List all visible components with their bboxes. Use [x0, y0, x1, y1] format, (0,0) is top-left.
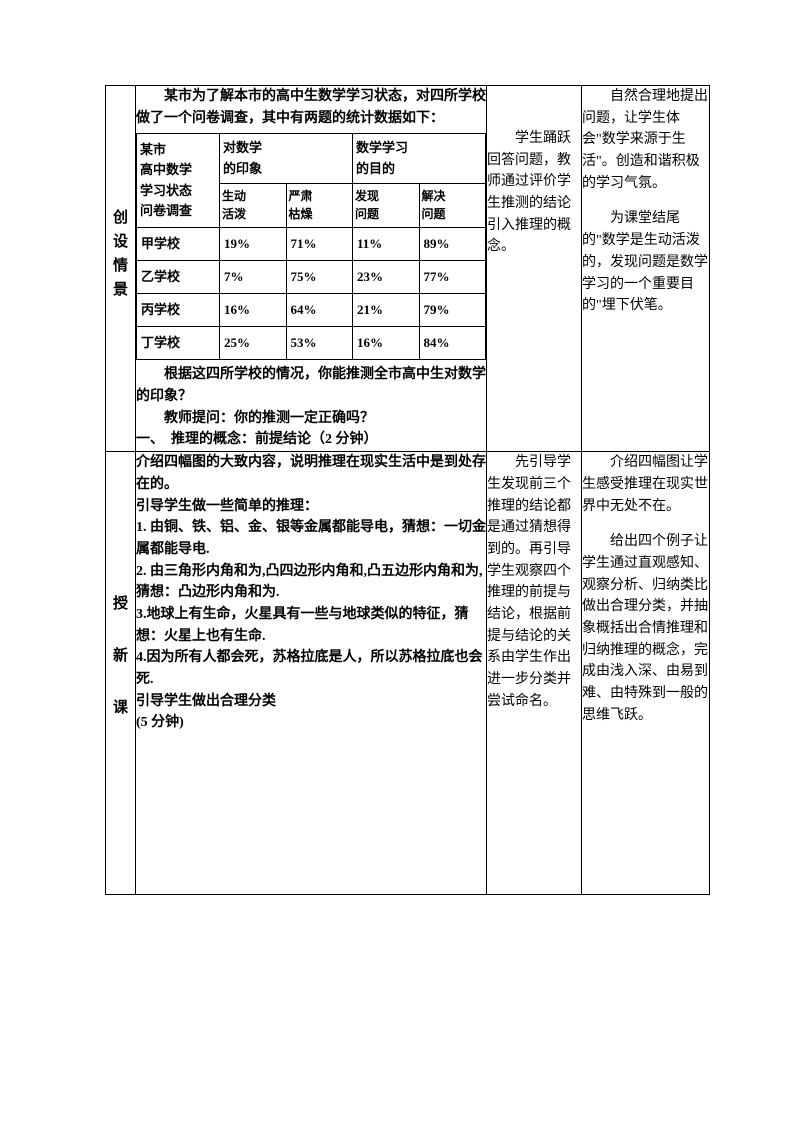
activity-cell-scenario: 学生踊跃回答问题，教师通过评价学生推测的结论引入推理的概念。: [487, 86, 582, 452]
activity-text: 学生踊跃回答问题，教师通过评价学生推测的结论引入推理的概念。: [487, 128, 581, 258]
row-new-lesson: 授 新 课 介绍四幅图的大致内容，说明推理在现实生活中是到处存在的。 引导学生做…: [106, 452, 710, 895]
table-row: 乙学校 7% 75% 23% 77%: [137, 260, 486, 293]
content-cell-scenario: 某市为了解本市的高中生数学学习状态，对四所学校做了一个问卷调查，其中有两题的统计…: [136, 86, 487, 452]
content-cell-new-lesson: 介绍四幅图的大致内容，说明推理在现实生活中是到处存在的。 引导学生做一些简单的推…: [136, 452, 487, 895]
lesson-line: 2. 由三角形内角和为,凸四边形内角和,凸五边形内角和为,猜想：凸边形内角和为.: [136, 561, 486, 604]
lesson-line: 4.因为所有人都会死，苏格拉底是人，所以苏格拉底也会死.: [136, 647, 486, 690]
activity-cell-new-lesson: 先引导学生发现前三个推理的结论都是通过猜想得到的。再引导学生观察四个推理的前提与…: [487, 452, 582, 895]
section-label-new-lesson: 授 新 课: [106, 452, 135, 756]
lesson-line: 介绍四幅图的大致内容，说明推理在现实生活中是到处存在的。: [136, 452, 486, 495]
table-row: 丙学校 16% 64% 21% 79%: [137, 294, 486, 327]
survey-sub-lively: 生动 活泼: [220, 183, 287, 227]
lesson-line: (5 分钟): [136, 712, 486, 734]
intent-text-2: 为课堂结尾的"数学是生动活泼的，发现问题是数学学习的一个重要目的"埋下伏笔。: [582, 208, 709, 316]
section-heading: 一、 推理的概念：前提结论（2 分钟）: [136, 429, 486, 451]
survey-header-impression: 对数学 的印象: [220, 134, 353, 183]
table-row: 丁学校 25% 53% 16% 84%: [137, 327, 486, 360]
intent-cell-new-lesson: 介绍四幅图让学生感受推理在现实世界中无处不在。 给出四个例子让学生通过直观感知、…: [582, 452, 710, 895]
question-text-1: 根据这四所学校的情况，你能推测全市高中生对数学的印象？: [136, 364, 486, 407]
survey-header-purpose: 数学学习 的目的: [353, 134, 486, 183]
lesson-line: 引导学生做一些简单的推理：: [136, 496, 486, 518]
intent-text-2: 给出四个例子让学生通过直观感知、观察分析、归纳类比做出合理分类，并抽象概括出合情…: [582, 531, 709, 726]
section-label-scenario: 创 设 情 景: [106, 86, 135, 310]
lesson-line: 1. 由铜、铁、铝、金、银等金属都能导电，猜想：一切金属都能导电.: [136, 517, 486, 560]
intro-text: 某市为了解本市的高中生数学学习状态，对四所学校做了一个问卷调查，其中有两题的统计…: [136, 86, 486, 129]
lesson-line: 引导学生做出合理分类: [136, 691, 486, 713]
intent-text-1: 介绍四幅图让学生感受推理在现实世界中无处不在。: [582, 452, 709, 517]
table-row: 甲学校 19% 71% 11% 89%: [137, 227, 486, 260]
survey-data-table: 某市 高中数学 学习状态 问卷调查 对数学 的印象 数学学习 的目的 生动 活泼…: [136, 133, 486, 360]
lesson-line: 3.地球上有生命，火星具有一些与地球类似的特征，猜想：火星上也有生命.: [136, 604, 486, 647]
intent-cell-scenario: 自然合理地提出问题，让学生体会"数学来源于生活"。创造和谐积极的学习气氛。 为课…: [582, 86, 710, 452]
activity-text: 先引导学生发现前三个推理的结论都是通过猜想得到的。再引导学生观察四个推理的前提与…: [487, 452, 581, 712]
intent-text-1: 自然合理地提出问题，让学生体会"数学来源于生活"。创造和谐积极的学习气氛。: [582, 86, 709, 194]
survey-header-main: 某市 高中数学 学习状态 问卷调查: [137, 134, 220, 227]
survey-sub-dull: 严肃 枯燥: [286, 183, 353, 227]
question-text-2: 教师提问：你的推测一定正确吗？: [136, 408, 486, 430]
row-scenario: 创 设 情 景 某市为了解本市的高中生数学学习状态，对四所学校做了一个问卷调查，…: [106, 86, 710, 452]
survey-sub-discover: 发现 问题: [353, 183, 420, 227]
lesson-plan-table: 创 设 情 景 某市为了解本市的高中生数学学习状态，对四所学校做了一个问卷调查，…: [105, 85, 710, 895]
survey-sub-solve: 解决 问题: [419, 183, 486, 227]
